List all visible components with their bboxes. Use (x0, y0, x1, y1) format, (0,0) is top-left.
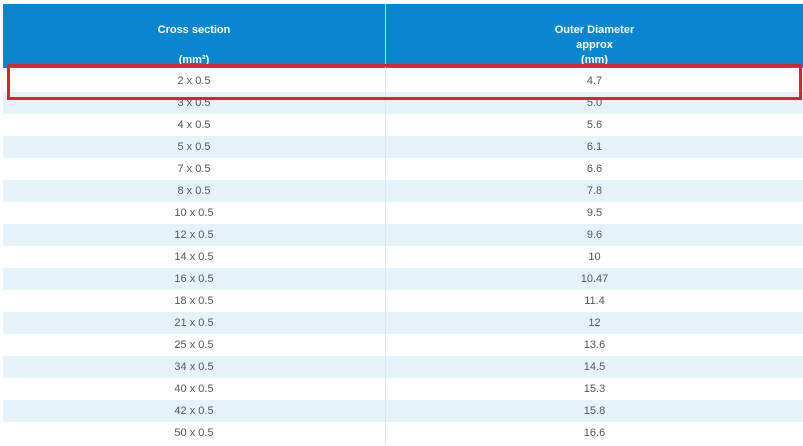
outer-diameter-cell: 10.47 (580, 273, 609, 285)
cross-section-cell: 7 x 0.5 (177, 163, 211, 175)
column-divider (385, 224, 386, 246)
cross-section-cell: 3 x 0.5 (177, 97, 211, 109)
outer-diameter-cell: 9.5 (586, 207, 603, 219)
column-divider (385, 246, 386, 268)
cross-section-cell: 16 x 0.5 (174, 273, 214, 285)
cross-section-cell: 18 x 0.5 (174, 295, 214, 307)
header-divider (385, 4, 386, 68)
outer-diameter-cell: 4.7 (586, 75, 603, 87)
cross-section-cell: 10 x 0.5 (174, 207, 214, 219)
outer-diameter-cell: 6.1 (586, 141, 603, 153)
table-row: 14 x 0.5 10 (3, 246, 803, 268)
cross-section-cell: 2 x 0.5 (177, 75, 211, 87)
header-unit: (mm²) (178, 54, 210, 66)
column-divider (385, 158, 386, 180)
header-unit: (mm) (581, 54, 608, 66)
table-row: 2 x 0.5 4.7 (3, 70, 803, 92)
column-divider (385, 136, 386, 158)
table-row: 40 x 0.5 15.3 (3, 378, 803, 400)
header-cell: Cross section (mm²) (3, 4, 385, 68)
table-row: 42 x 0.5 15.8 (3, 400, 803, 422)
header-title: Cross section (157, 24, 231, 36)
cross-section-cell: 21 x 0.5 (174, 317, 214, 329)
cross-section-cell: 34 x 0.5 (174, 361, 214, 373)
outer-diameter-cell: 11.4 (584, 295, 605, 307)
column-divider (385, 334, 386, 356)
table-row: 18 x 0.5 11.4 (3, 290, 803, 312)
table-row: 12 x 0.5 9.6 (3, 224, 803, 246)
table-row: 7 x 0.5 6.6 (3, 158, 803, 180)
outer-diameter-cell: 5.0 (586, 97, 603, 109)
header-cell: Outer Diameter approx (mm) (386, 4, 803, 68)
cross-section-cell: 5 x 0.5 (177, 141, 211, 153)
table-row: 16 x 0.5 10.47 (3, 268, 803, 290)
column-divider (385, 92, 386, 114)
cross-section-cell: 14 x 0.5 (174, 251, 214, 263)
cross-section-cell: 25 x 0.5 (174, 339, 214, 351)
column-divider (385, 312, 386, 334)
column-divider (385, 180, 386, 202)
table-header: Cross section (mm²) Outer Diameter appro… (3, 4, 803, 68)
column-divider (385, 422, 386, 444)
column-divider (385, 290, 386, 312)
outer-diameter-cell: 5.6 (586, 119, 603, 131)
table-row: 50 x 0.5 16.6 (3, 422, 803, 444)
outer-diameter-cell: 12 (588, 317, 601, 329)
table-row: 10 x 0.5 9.5 (3, 202, 803, 224)
outer-diameter-cell: 9.6 (586, 229, 603, 241)
outer-diameter-cell: 13.6 (583, 339, 606, 351)
table-row: 4 x 0.5 5.6 (3, 114, 803, 136)
table-row: 25 x 0.5 13.6 (3, 334, 803, 356)
outer-diameter-cell: 15.8 (583, 405, 606, 417)
column-divider (385, 70, 386, 92)
cross-section-cell: 40 x 0.5 (174, 383, 214, 395)
outer-diameter-cell: 7.8 (586, 185, 603, 197)
column-divider (385, 202, 386, 224)
outer-diameter-cell: 14.5 (583, 361, 606, 373)
outer-diameter-cell: 6.6 (586, 163, 603, 175)
header-subtitle: approx (576, 39, 613, 51)
cross-section-cell: 4 x 0.5 (177, 119, 211, 131)
table-row: 8 x 0.5 7.8 (3, 180, 803, 202)
column-divider (385, 114, 386, 136)
cross-section-cell: 42 x 0.5 (174, 405, 214, 417)
column-divider (385, 268, 386, 290)
table-row: 5 x 0.5 6.1 (3, 136, 803, 158)
cross-section-cell: 50 x 0.5 (174, 427, 214, 439)
cross-section-cell: 8 x 0.5 (177, 185, 211, 197)
table-row: 34 x 0.5 14.5 (3, 356, 803, 378)
header-title: Outer Diameter (554, 24, 635, 36)
highlight-box (7, 64, 802, 100)
outer-diameter-cell: 15.3 (583, 383, 606, 395)
outer-diameter-cell: 16.6 (583, 427, 606, 439)
column-divider (385, 356, 386, 378)
column-divider (385, 378, 386, 400)
column-divider (385, 400, 386, 422)
outer-diameter-cell: 10 (588, 251, 601, 263)
cross-section-cell: 12 x 0.5 (174, 229, 214, 241)
table-row: 21 x 0.5 12 (3, 312, 803, 334)
